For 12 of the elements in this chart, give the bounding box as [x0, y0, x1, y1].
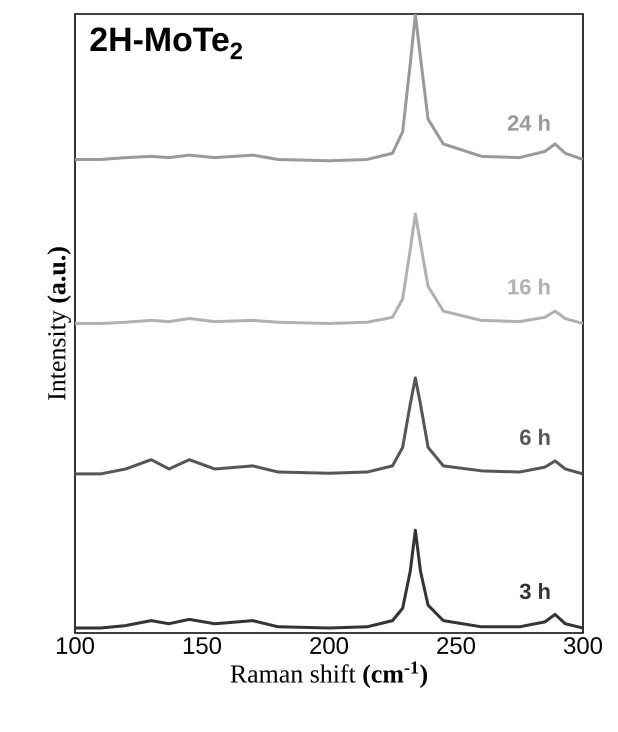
series-label: 16 h	[508, 278, 550, 295]
chart-title: 2H-MoTe$_{2}$	[90, 27, 242, 60]
x-tick-label: 100	[56, 637, 94, 654]
series-label: 3 h	[520, 583, 550, 600]
text: Raman shift (cm$^{-1}$)	[230, 661, 428, 688]
x-tick-label: 150	[184, 637, 222, 654]
x-tick-label: 300	[564, 637, 602, 654]
y-axis-title: Intensity (a.u.)	[47, 247, 71, 400]
x-tick-label: 250	[437, 637, 476, 654]
x-tick-label: 200	[310, 637, 348, 654]
series-label: 24 h	[508, 114, 550, 131]
series-label: 6 h	[520, 428, 550, 446]
